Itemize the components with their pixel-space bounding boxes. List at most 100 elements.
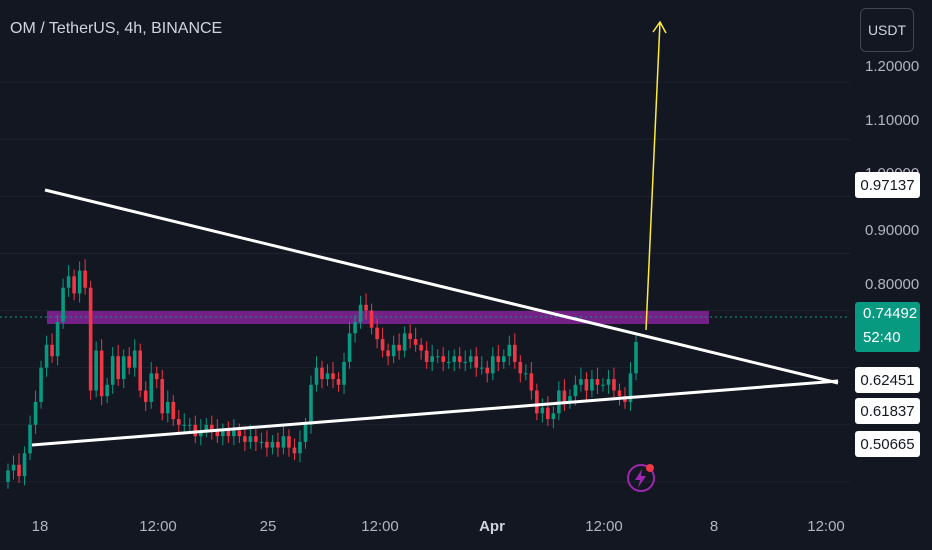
candle-body (303, 424, 308, 442)
candle-body (160, 379, 165, 414)
currency-button[interactable]: USDT (860, 8, 914, 52)
candle-body (474, 356, 479, 368)
candle-body (402, 333, 407, 351)
candle-body (116, 356, 120, 380)
candle-body (490, 356, 495, 374)
candle-body (226, 430, 231, 437)
candle-body (287, 436, 291, 448)
candle-body (468, 356, 473, 362)
candle-body (22, 453, 27, 477)
lightning-alert-icon[interactable] (625, 462, 657, 494)
candle-body (281, 436, 286, 448)
candle-body (132, 350, 137, 368)
candle-body (457, 356, 462, 362)
time-axis-label: 12:00 (139, 518, 177, 535)
candle-body (17, 464, 21, 477)
time-axis-label: 25 (259, 518, 277, 535)
candle-body (61, 287, 65, 322)
candle-body (298, 441, 302, 454)
candle-body (193, 424, 198, 437)
candle-body (546, 407, 550, 420)
candle-body (237, 430, 242, 437)
candle-body (11, 464, 16, 471)
candle-body (127, 356, 131, 368)
candle-body (254, 436, 258, 442)
candle-body (463, 361, 468, 363)
candle-body (501, 356, 506, 362)
candle-body (276, 441, 280, 448)
symbol-title: OM / TetherUS, 4h, BINANCE (10, 20, 223, 37)
candle-body (524, 373, 528, 375)
candle-body (265, 441, 269, 448)
candle-body (579, 379, 583, 385)
candle-body (424, 350, 429, 362)
candle-body (413, 339, 418, 345)
candle-body (507, 344, 512, 357)
projection-arrow[interactable] (645, 21, 661, 331)
time-axis-label: 12:00 (807, 518, 845, 535)
candle-body (154, 373, 159, 380)
time-axis-label: 8 (709, 518, 719, 535)
candle-body (573, 384, 578, 397)
current-price-tag: 0.74492 52:40 (855, 302, 920, 352)
bar-countdown: 52:40 (863, 329, 901, 346)
candle-body (44, 344, 49, 368)
candle-body (232, 430, 236, 437)
candle-body (485, 367, 490, 374)
lower-trendline[interactable] (31, 379, 839, 447)
candle-body (243, 436, 247, 442)
candle-body (33, 401, 38, 425)
upper-trendline-price-tag: 0.97137 (855, 172, 920, 198)
candle-body (513, 344, 517, 362)
candle-body (446, 361, 451, 363)
candle-body (452, 356, 457, 362)
candle-body (397, 344, 401, 351)
candle-body (391, 344, 396, 357)
candle-body (535, 390, 539, 414)
candle-body (292, 447, 297, 454)
candle-body (529, 373, 534, 391)
candle-body (375, 327, 379, 340)
candle-body (50, 344, 54, 357)
candle-body (347, 333, 352, 362)
candle-body (121, 356, 126, 380)
candle-body (562, 390, 567, 402)
candle-body (518, 361, 523, 374)
price-tag-b: 0.61837 (855, 398, 920, 424)
price-tag-a: 0.62451 (855, 367, 920, 393)
time-axis-label: 12:00 (585, 518, 623, 535)
candle-body (540, 407, 545, 414)
candle-body (314, 367, 319, 385)
price-axis-label: 0.80000 (865, 276, 920, 293)
candle-body (149, 373, 154, 402)
upper-trendline[interactable] (44, 188, 839, 385)
candle-body (39, 367, 43, 402)
candle-body (270, 441, 275, 448)
candle-body (221, 430, 225, 437)
candle-body (165, 401, 170, 414)
candle-body (612, 379, 616, 391)
candle-body (584, 379, 589, 391)
candle-body (601, 384, 605, 386)
time-axis-label: Apr (479, 518, 505, 535)
candle-body (358, 304, 363, 322)
candle-body (342, 361, 346, 385)
candle-body (331, 373, 335, 380)
candles-group (6, 259, 638, 489)
candle-body (99, 350, 104, 397)
candle-body (551, 413, 556, 420)
price-tag-c: 0.50665 (855, 431, 920, 457)
candle-body (617, 390, 622, 397)
candle-body (441, 356, 445, 362)
candle-body (66, 276, 71, 288)
candle-body (606, 379, 611, 385)
candle-body (105, 384, 109, 397)
time-axis-label: 18 (31, 518, 49, 535)
candle-body (408, 333, 412, 340)
support-resistance-zone[interactable] (47, 311, 709, 324)
projection-arrowhead (652, 20, 667, 34)
candle-body (182, 424, 187, 426)
candle-body (595, 379, 600, 385)
candle-body (187, 424, 192, 426)
